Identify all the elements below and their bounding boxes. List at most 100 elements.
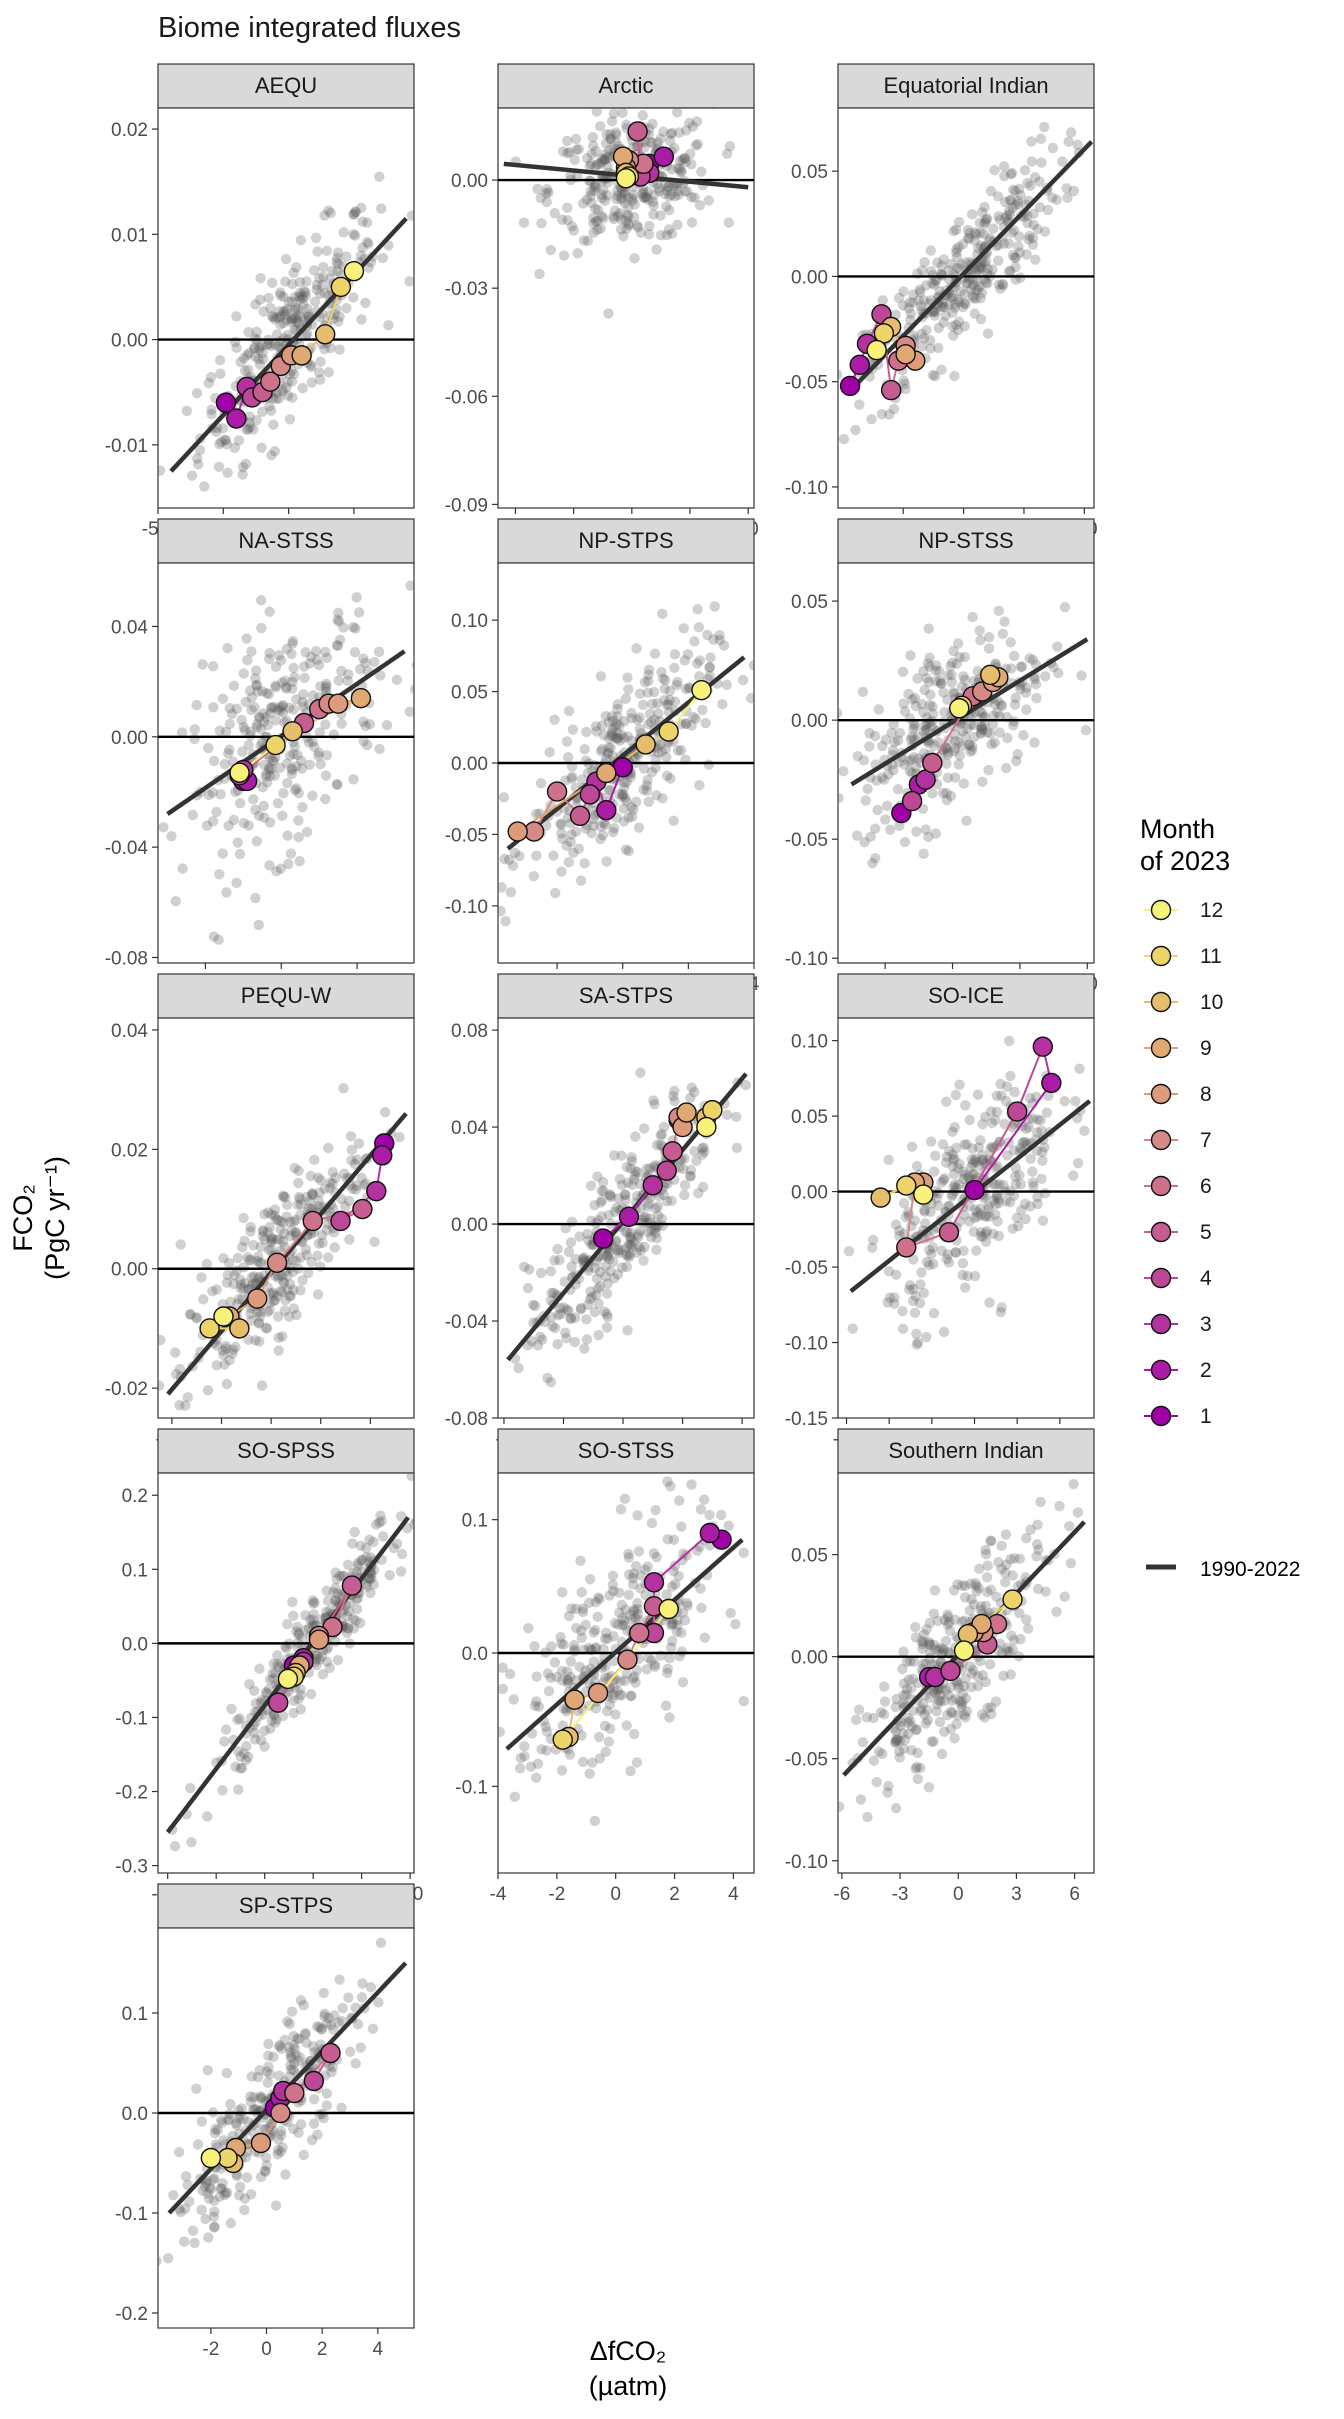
- historical-point: [336, 718, 347, 729]
- historical-point: [951, 1718, 962, 1730]
- historical-point: [607, 1570, 619, 1581]
- historical-point: [666, 164, 678, 175]
- historical-point: [925, 689, 936, 700]
- historical-point: [623, 218, 634, 229]
- historical-point: [307, 2041, 319, 2052]
- historical-point: [275, 319, 286, 330]
- historical-point: [350, 1184, 362, 1195]
- historical-point: [963, 1171, 974, 1182]
- historical-point: [202, 1811, 213, 1822]
- historical-point: [972, 1206, 983, 1218]
- historical-point: [689, 1086, 700, 1098]
- historical-point: [272, 2144, 284, 2156]
- historical-point: [305, 651, 317, 663]
- historical-point: [939, 301, 950, 313]
- historical-point: [934, 1689, 946, 1701]
- historical-point: [954, 750, 966, 761]
- historical-point: [982, 263, 993, 274]
- historical-point: [254, 1257, 265, 1268]
- y-tick-label: 0.00: [791, 267, 828, 288]
- historical-point: [721, 679, 732, 690]
- historical-point: [577, 1606, 589, 1618]
- historical-point: [196, 1272, 207, 1283]
- historical-point: [565, 1237, 577, 1248]
- historical-point: [610, 129, 622, 141]
- historical-point: [375, 670, 386, 681]
- historical-point: [244, 417, 255, 428]
- historical-point: [857, 1736, 868, 1748]
- historical-point: [238, 1212, 249, 1224]
- historical-point: [363, 238, 374, 249]
- historical-point: [311, 1653, 322, 1665]
- historical-point: [981, 1572, 993, 1583]
- historical-point: [342, 1610, 353, 1622]
- historical-point: [903, 1674, 915, 1685]
- historical-point: [970, 1153, 981, 1164]
- historical-point: [934, 1716, 946, 1728]
- historical-point: [1010, 1162, 1021, 1174]
- historical-point: [591, 726, 602, 737]
- historical-point: [971, 276, 983, 287]
- historical-point: [1040, 671, 1051, 682]
- historical-point: [950, 1089, 961, 1101]
- historical-point: [959, 674, 971, 686]
- historical-point: [600, 154, 611, 165]
- historical-point: [915, 301, 927, 312]
- historical-point: [938, 687, 949, 698]
- historical-point: [604, 716, 615, 728]
- historical-point: [704, 662, 715, 673]
- historical-point: [692, 658, 703, 669]
- historical-point: [321, 652, 333, 664]
- historical-point: [890, 1701, 901, 1713]
- historical-point: [680, 718, 692, 729]
- historical-point: [618, 732, 630, 744]
- historical-point: [669, 1095, 680, 1107]
- historical-point: [674, 127, 685, 138]
- facet-strip: [497, 518, 755, 564]
- historical-point: [314, 1187, 325, 1198]
- historical-point: [277, 699, 289, 711]
- historical-point: [976, 721, 987, 733]
- historical-point: [641, 1163, 652, 1175]
- historical-point: [266, 277, 278, 288]
- historical-point: [254, 712, 265, 724]
- historical-point: [657, 608, 668, 620]
- historical-point: [947, 1149, 958, 1160]
- historical-point: [266, 702, 277, 714]
- historical-point: [352, 2019, 364, 2030]
- historical-point: [558, 1639, 569, 1650]
- historical-point: [948, 1585, 960, 1596]
- historical-point: [969, 1168, 980, 1180]
- historical-point: [561, 1706, 572, 1717]
- historical-point: [207, 787, 218, 798]
- historical-point: [569, 1336, 581, 1348]
- historical-point: [265, 2118, 276, 2130]
- historical-point: [672, 1620, 683, 1631]
- historical-point: [904, 297, 915, 308]
- historical-point: [926, 1659, 938, 1670]
- historical-point: [977, 776, 988, 787]
- historical-point: [1033, 1583, 1044, 1595]
- historical-point: [215, 2115, 227, 2126]
- historical-point: [1000, 762, 1012, 774]
- historical-point: [968, 1664, 979, 1676]
- historical-point: [222, 2114, 234, 2126]
- historical-point: [214, 869, 225, 880]
- facet-strip: [497, 973, 755, 1019]
- historical-point: [890, 1726, 902, 1737]
- historical-point: [263, 1683, 275, 1695]
- historical-point: [259, 1741, 270, 1752]
- historical-point: [581, 726, 592, 738]
- historical-point: [427, 1440, 437, 1450]
- x-axis-unit: (µatm): [589, 2371, 668, 2401]
- historical-point: [278, 1191, 289, 1203]
- historical-point: [584, 160, 595, 172]
- historical-point: [678, 1163, 689, 1175]
- historical-point: [245, 1226, 256, 1237]
- historical-point: [692, 1545, 703, 1556]
- historical-point: [639, 1564, 651, 1575]
- historical-point: [1031, 1145, 1043, 1157]
- historical-point: [1008, 1634, 1020, 1646]
- historical-point: [958, 1245, 969, 1257]
- historical-point: [897, 1728, 909, 1739]
